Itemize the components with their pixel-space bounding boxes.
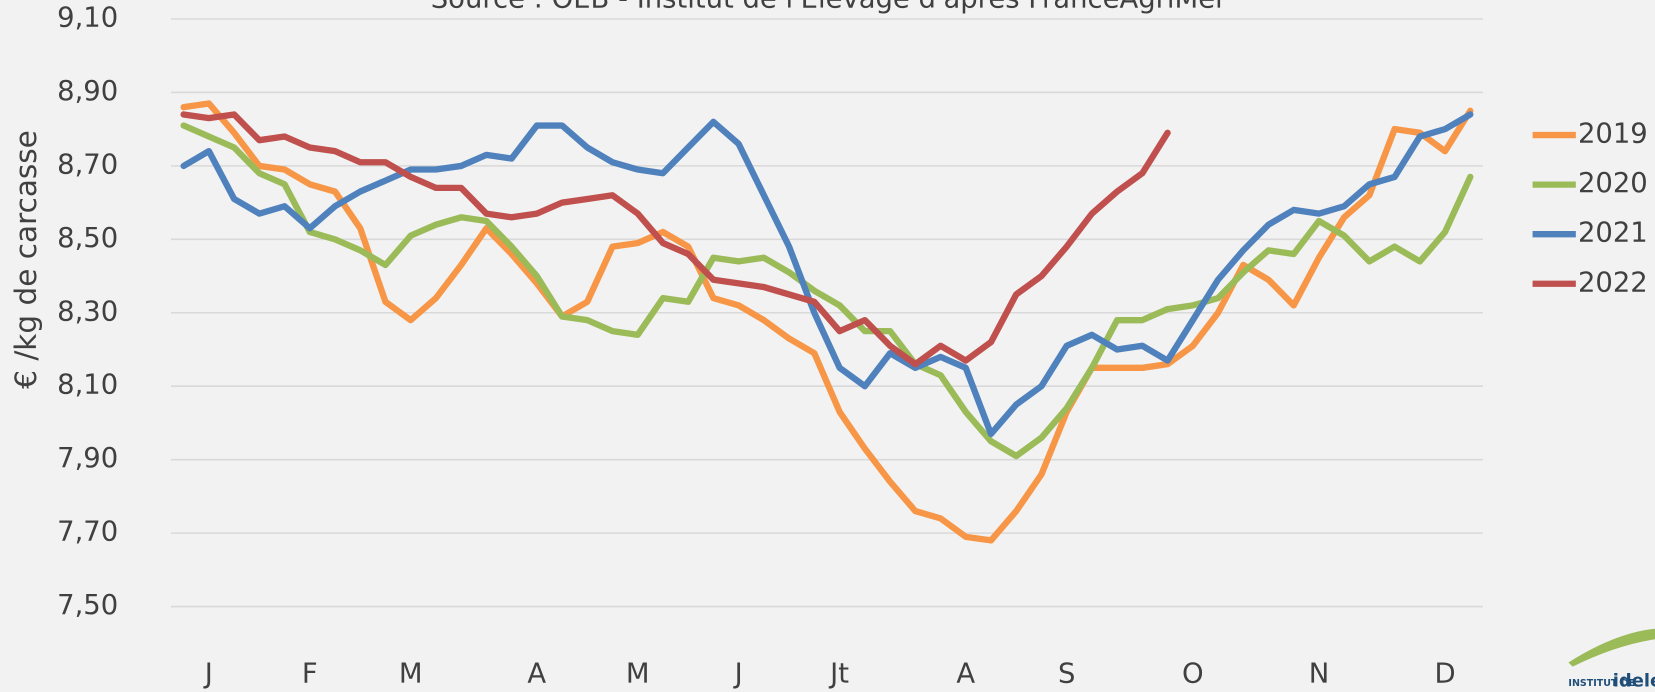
series-line — [180, 111, 1474, 438]
x-tick-label: D — [1435, 659, 1456, 690]
logo-brand: idele — [1613, 670, 1655, 691]
chart-title: Source : OEB - Institut de l'Elevage d'a… — [431, 0, 1227, 14]
x-tick-label: J — [203, 659, 213, 690]
x-tick-label: S — [1058, 659, 1075, 690]
y-tick-label: 8,30 — [57, 296, 118, 327]
x-tick-label: Jt — [828, 659, 849, 690]
logo-text: INSTITUT DE — [1568, 678, 1635, 689]
y-tick-label: 8,10 — [57, 370, 118, 401]
x-tick-label: A — [527, 659, 546, 690]
y-tick-label: 7,50 — [57, 590, 118, 621]
x-tick-label: O — [1182, 659, 1204, 690]
x-tick-label: A — [956, 659, 975, 690]
legend-label: 2021 — [1578, 218, 1648, 249]
y-tick-label: 7,90 — [57, 443, 118, 474]
y-tick-label: 9,10 — [57, 2, 118, 33]
y-tick-label: 7,70 — [57, 517, 118, 548]
x-tick-label: M — [626, 659, 650, 690]
legend-label: 2019 — [1578, 119, 1648, 150]
series-line — [180, 122, 1474, 460]
logo: INSTITUT DE idele — [1568, 628, 1655, 691]
x-tick-label: M — [399, 659, 423, 690]
y-tick-label: 8,90 — [57, 76, 118, 107]
y-tick-label: 8,70 — [57, 149, 118, 180]
x-tick-label: J — [733, 659, 743, 690]
series-line — [180, 111, 1171, 368]
y-tick-label: 8,50 — [57, 223, 118, 254]
legend-label: 2022 — [1578, 267, 1648, 298]
logo-swoosh — [1568, 628, 1655, 667]
series-line — [180, 100, 1474, 544]
y-axis-label: € /kg de carcasse — [9, 130, 43, 389]
x-tick-label: N — [1309, 659, 1330, 690]
legend-label: 2020 — [1578, 168, 1648, 199]
x-tick-label: F — [302, 659, 318, 690]
